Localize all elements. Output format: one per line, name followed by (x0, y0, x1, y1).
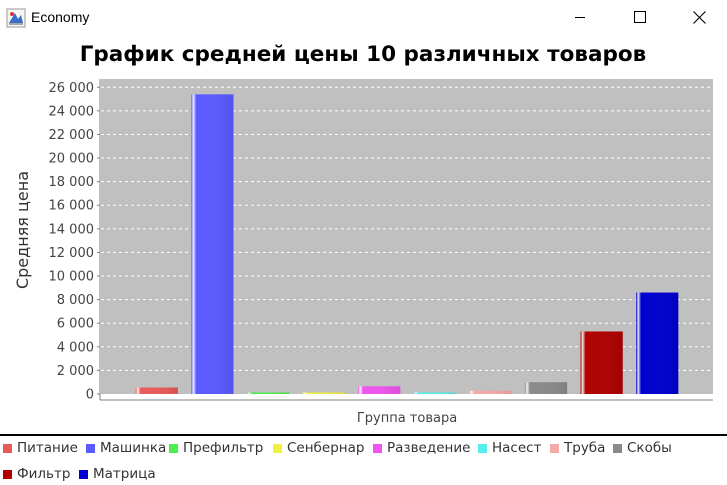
y-tick-label: 26 000 (49, 81, 95, 96)
maximize-icon (634, 11, 646, 23)
legend-item: Фильтр (3, 464, 70, 484)
minimize-button[interactable] (557, 0, 603, 34)
y-tick-label: 22 000 (49, 128, 95, 143)
legend-label: Скобы (627, 440, 672, 456)
window-title: Economy (31, 9, 90, 25)
maximize-button[interactable] (617, 0, 663, 34)
y-tick-label: 4 000 (57, 340, 94, 355)
legend-swatch (79, 469, 88, 479)
legend-label: Матрица (93, 466, 156, 482)
legend-item: Сенбернар (273, 438, 364, 458)
bar-highlight (469, 390, 512, 394)
legend-swatch (613, 443, 622, 453)
x-axis-label: Группа товара (357, 411, 457, 426)
legend-item: Разведение (373, 438, 470, 458)
y-tick-label: 12 000 (49, 246, 95, 261)
window-titlebar: Economy (0, 0, 727, 34)
bar-highlight (135, 387, 178, 394)
legend-swatch (550, 443, 559, 453)
y-tick-label: 10 000 (49, 270, 95, 285)
legend-label: Разведение (387, 440, 471, 456)
chart-legend: Питание Машинка Префильтр Сенбернар Разведен… (0, 438, 727, 485)
legend-swatch (3, 469, 12, 479)
legend-label: Сенбернар (287, 440, 365, 456)
legend-swatch (478, 443, 487, 453)
y-tick-label: 16 000 (49, 199, 95, 214)
bar-highlight (524, 382, 568, 394)
y-tick-label: 2 000 (57, 364, 94, 379)
legend-label: Фильтр (17, 466, 71, 482)
bar-highlight (636, 292, 679, 394)
legend-item: Питание (3, 438, 78, 458)
legend-item: Матрица (79, 464, 156, 484)
y-tick-label: 0 (86, 388, 94, 403)
chart-title: График средней цены 10 различных товаров (80, 42, 647, 67)
legend-swatch (373, 443, 382, 453)
java-app-icon (6, 8, 26, 28)
legend-item: Насест (478, 438, 541, 458)
legend-item: Труба (550, 438, 605, 458)
bar-highlight (246, 392, 290, 394)
minimize-icon (575, 17, 585, 18)
y-axis-label: Средняя цена (13, 171, 32, 289)
y-tick-label: 8 000 (57, 293, 94, 308)
bar-highlight (580, 331, 623, 394)
legend-label: Префильтр (183, 440, 264, 456)
legend-label: Машинка (100, 440, 167, 456)
y-tick-label: 6 000 (57, 317, 94, 332)
legend-swatch (3, 443, 12, 453)
chart-panel: График средней цены 10 различных товаров… (0, 34, 727, 434)
y-tick-label: 14 000 (49, 222, 95, 237)
legend-item: Машинка (86, 438, 166, 458)
y-tick-label: 18 000 (49, 175, 95, 190)
bar-highlight (358, 386, 401, 394)
close-icon (692, 10, 706, 24)
legend-item: Скобы (613, 438, 672, 458)
legend-label: Труба (564, 440, 606, 456)
close-button[interactable] (676, 0, 722, 34)
legend-separator (0, 434, 727, 436)
bar-highlight (191, 94, 234, 394)
y-tick-label: 20 000 (49, 152, 95, 167)
legend-swatch (169, 443, 178, 453)
bar-highlight (302, 392, 345, 394)
bar-highlight (413, 392, 456, 394)
bar-chart: График средней цены 10 различных товаров… (13, 42, 713, 426)
legend-item: Префильтр (169, 438, 263, 458)
legend-swatch (86, 443, 95, 453)
y-tick-label: 24 000 (49, 104, 95, 119)
plot-area: 0 2 000 4 000 6 000 8 000 10 000 12 000 14 000 1… (49, 79, 713, 403)
legend-label: Питание (17, 440, 78, 456)
legend-label: Насест (492, 440, 542, 456)
legend-swatch (273, 443, 282, 453)
